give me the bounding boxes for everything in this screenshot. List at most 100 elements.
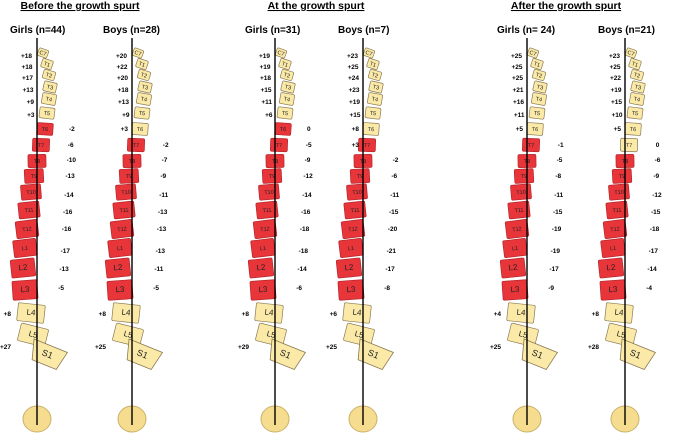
group-label: Girls (n=44) — [10, 25, 65, 36]
angle-value: -2 — [163, 142, 169, 149]
vertebra-body — [506, 302, 536, 324]
vertebra-t12: T12 — [109, 219, 135, 239]
vertebra-label: T11 — [350, 208, 360, 215]
vertebra-label: T10 — [121, 190, 131, 197]
vertebra-label: T9 — [619, 174, 626, 180]
vertebra-label: T2 — [140, 72, 148, 80]
vertebra-label: T12 — [117, 226, 127, 233]
vertebra-label: T9 — [31, 174, 38, 180]
angle-value: +8 — [242, 311, 250, 318]
angle-value: -15 — [651, 209, 661, 216]
vertebra-t1: T1 — [135, 58, 149, 70]
vertebra-label: L1 — [610, 246, 617, 253]
vertebra-t4: T4 — [367, 92, 383, 106]
angle-value: -8 — [555, 173, 561, 180]
vertebra-label: T12 — [512, 226, 522, 233]
vertebra-l3: L3 — [11, 279, 39, 301]
angle-value: +28 — [588, 344, 599, 351]
vertebra-body — [368, 80, 384, 94]
vertebra-t9: T9 — [261, 168, 283, 184]
vertebra-body — [40, 58, 54, 70]
vertebra-body — [530, 58, 544, 70]
vertebra-label: S1 — [530, 347, 544, 360]
angle-value: +20 — [116, 53, 127, 60]
vertebra-label: T11 — [262, 208, 272, 215]
vertebra-body — [604, 302, 634, 324]
angle-value: -20 — [388, 226, 398, 233]
vertebra-body — [499, 257, 527, 279]
vertebra-label: T3 — [46, 84, 54, 91]
angle-value: -6 — [655, 157, 661, 164]
angle-value: -7 — [162, 157, 168, 164]
vertebra-label: T3 — [284, 84, 292, 91]
vertebra-t7: T7 — [126, 137, 146, 153]
vertebra-body — [16, 302, 46, 324]
angle-value: +13 — [22, 87, 33, 94]
vertebra-c7: C7 — [363, 47, 375, 59]
vertebra-body — [625, 47, 637, 59]
vertebra-t12: T12 — [252, 219, 278, 239]
vertebra-t6: T6 — [526, 122, 544, 136]
vertebra-t12: T12 — [602, 219, 628, 239]
vertebra-body — [364, 106, 382, 120]
angle-value: +20 — [117, 75, 128, 82]
vertebra-body — [513, 168, 535, 184]
vertebra-c7: C7 — [625, 47, 637, 59]
angle-value: -13 — [157, 226, 167, 233]
vertebra-label: L3 — [20, 285, 30, 295]
vertebra-label: C7 — [276, 50, 285, 58]
vertebra-label: T4 — [283, 96, 290, 103]
vertebra-body — [605, 322, 637, 348]
vertebra-s1: S1 — [126, 338, 164, 371]
vertebra-label: T10 — [26, 190, 36, 197]
vertebra-body — [135, 58, 149, 70]
vertebra-c7: C7 — [275, 47, 287, 59]
vertebra-label: T4 — [140, 96, 147, 103]
vertebra-body — [363, 47, 375, 59]
angle-value: -14 — [647, 266, 657, 273]
vertebra-body — [112, 200, 136, 220]
vertebra-t1: T1 — [628, 58, 642, 70]
vertebra-body — [279, 69, 295, 81]
angle-value: +23 — [348, 87, 359, 94]
vertebra-body — [366, 58, 380, 70]
angle-value: +3 — [352, 142, 360, 149]
vertebra-label: L5 — [518, 329, 529, 340]
vertebra-label: T6 — [137, 127, 144, 133]
vertebra-label: T7 — [276, 143, 283, 149]
angle-value: -13 — [65, 173, 75, 180]
vertebra-body — [602, 219, 628, 239]
vertebra-t2: T2 — [136, 69, 152, 81]
vertebra-label: L3 — [346, 285, 356, 295]
vertebra-body — [597, 257, 625, 279]
angle-value: +6 — [265, 112, 273, 119]
vertebra-t3: T3 — [630, 80, 646, 94]
vertebra-label: L1 — [22, 246, 29, 253]
group-label: Boys (n=7) — [338, 25, 389, 36]
vertebra-label: L3 — [510, 285, 520, 295]
vertebra-t5: T5 — [133, 106, 151, 120]
vertebra-t6: T6 — [624, 122, 642, 136]
vertebra-body — [357, 338, 395, 371]
vertebra-t5: T5 — [38, 106, 56, 120]
angle-value: -9 — [653, 173, 659, 180]
vertebra-t12: T12 — [504, 219, 530, 239]
vertebra-t7: T7 — [269, 137, 289, 153]
vertebra-label: L2 — [18, 263, 28, 273]
vertebra-l3: L3 — [249, 279, 277, 301]
vertebra-l1: L1 — [502, 237, 528, 259]
vertebra-body — [258, 183, 280, 201]
vertebra-label: T5 — [43, 111, 50, 118]
vertebra-c7: C7 — [37, 47, 49, 59]
vertebra-t2: T2 — [629, 69, 645, 81]
vertebra-body — [343, 200, 367, 220]
vertebra-t9: T9 — [513, 168, 535, 184]
vertebra-label: T9 — [126, 174, 133, 180]
angle-value: -17 — [649, 248, 659, 255]
vertebra-label: L5 — [354, 329, 365, 340]
vertebra-body — [335, 257, 363, 279]
vertebra-body — [38, 106, 56, 120]
vertebra-label: T5 — [281, 111, 288, 118]
angle-value: -18 — [650, 226, 660, 233]
